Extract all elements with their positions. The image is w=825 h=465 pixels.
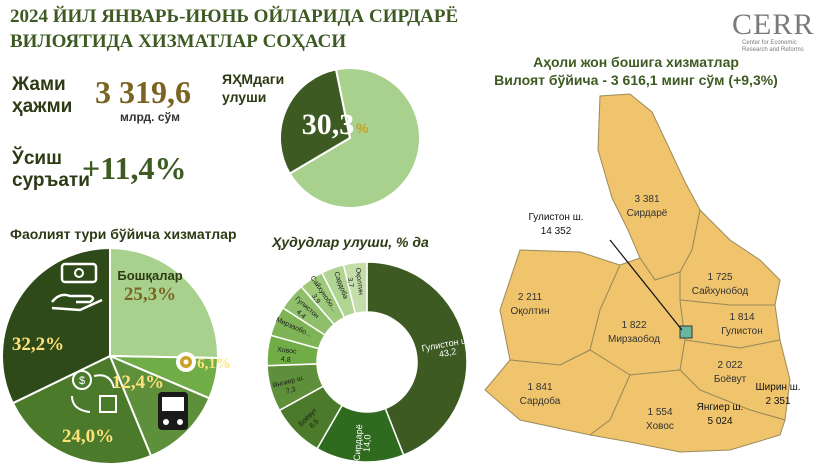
activity-slice-label: 32,2% (12, 334, 64, 355)
grp-share-pie: 30,3 % (279, 67, 421, 209)
map-region-value: 3 381 (634, 194, 659, 205)
map-region-khovos (588, 369, 786, 453)
district-donut-value: 43,2 (438, 346, 457, 359)
cerr-logo-subtitle: Center for Economic Research and Reforms (742, 40, 804, 53)
activity-slice-label: 24,0% (62, 426, 114, 447)
growth-rate-value: +11,4% (82, 150, 187, 186)
district-donut-slice (366, 261, 468, 457)
map-region-value: 1 822 (621, 320, 646, 331)
districts-donut: Гулистон ш.43,2Сирдарё14,0Боёвут8,5Янгие… (266, 261, 471, 463)
map-region-sirdaryo (597, 93, 701, 281)
map-region-name: Сайхунобод (692, 285, 749, 297)
growth-label-line2: суръати (12, 170, 90, 191)
district-donut-value: 3,7 (346, 277, 354, 288)
district-donut-value: 4,8 (280, 356, 291, 364)
map-callout-name: Янгиер ш. (697, 402, 744, 413)
map-region-value: 2 022 (717, 360, 742, 371)
gear-icon (176, 352, 196, 372)
grp-share-label: ЯҲМдаги улуши (222, 70, 284, 106)
map-region-value: 2 211 (518, 292, 543, 303)
map-callout-value: 14 352 (541, 226, 572, 237)
map-region-guliston (679, 299, 781, 349)
map-region-name: Ховос (646, 421, 674, 432)
total-label-line1: Жами (12, 74, 66, 95)
map-region-name: Сирдарё (627, 208, 668, 219)
district-donut-slice (342, 261, 368, 315)
total-volume-unit: млрд. сўм (120, 110, 181, 124)
map-region-value: 1 554 (647, 407, 672, 418)
growth-label-line1: Ўсиш (12, 148, 62, 169)
activity-pie-slice (1, 246, 111, 405)
map-callout-name: Гулистон ш. (528, 212, 583, 223)
grp-share-value-label: 30,3 (302, 108, 355, 141)
region-map: 3 381 Сирдарё 1 725 Сайхунобод 2 211 Оқолтин 1… (484, 93, 801, 453)
district-donut-label: Сирдарё (352, 424, 365, 461)
activity-pie: 25,3% 6,1% 12,4% 24,0% 32,2% Бошқалар $ (1, 246, 231, 465)
grp-label-line1: ЯҲМдаги (222, 71, 285, 87)
guliston-callout-arrow (609, 239, 683, 331)
map-title-line1: Аҳоли жон бошига хизматлар (533, 54, 739, 70)
district-donut-value: 3,9 (310, 293, 321, 305)
total-label-line2: ҳажми (12, 96, 73, 117)
map-city-guliston (679, 325, 693, 339)
district-donut-value: 4,4 (295, 309, 307, 321)
map-region-name: Сардоба (520, 395, 561, 407)
activity-category-label: Бошқалар (117, 268, 182, 283)
map-region-value: 1 814 (729, 312, 754, 323)
title-line-1: 2024 ЙИЛ ЯНВАРЬ-ИЮНЬ ОЙЛАРИДА СИРДАРЁ (10, 6, 459, 27)
cerr-logo: CERR (732, 8, 815, 41)
total-volume-label: Жами ҳажми (12, 74, 72, 118)
page-title: 2024 ЙИЛ ЯНВАРЬ-ИЮНЬ ОЙЛАРИДА СИРДАРЁ ВИ… (10, 4, 458, 54)
district-donut-label: Оқолтин (354, 267, 364, 295)
activity-slice-label: 25,3% (124, 284, 176, 305)
district-donut-value: 7,3 (285, 386, 296, 395)
map-title-line2: Вилоят бўйича - 3 616,1 минг сўм (+9,3%) (494, 72, 778, 88)
map-callout-value: 2 351 (765, 396, 790, 407)
district-donut-value: 14,0 (361, 434, 372, 452)
map-shape (484, 93, 791, 453)
map-region-name: Боёвут (714, 374, 747, 385)
map-region-value: 1 725 (707, 272, 732, 283)
exchange-icon: $ (71, 370, 117, 413)
map-region-name: Оқолтин (510, 306, 549, 317)
districts-section-title: Ҳудудлар улуши, % да (272, 234, 429, 250)
total-volume-value: 3 319,6 (95, 74, 191, 110)
map-region-name: Гулистон (721, 326, 763, 337)
growth-rate-label: Ўсиш суръати (12, 148, 90, 192)
title-line-2: ВИЛОЯТИДА ХИЗМАТЛАР СОҲАСИ (10, 31, 347, 52)
map-callout-name: Ширин ш. (756, 382, 801, 393)
map-region-name: Мирзаобод (608, 333, 660, 345)
grp-share-pct-label: % (356, 120, 369, 136)
district-donut-value: 8,5 (309, 418, 321, 430)
district-donut-label: Ховос (277, 346, 298, 355)
svg-text:$: $ (79, 375, 85, 387)
grp-label-line2: улуши (222, 89, 267, 105)
map-callout-value: 5 024 (707, 416, 732, 427)
money-hand-icon (51, 262, 103, 312)
grp-pie-slice (288, 67, 421, 209)
activity-slice-label: 6,1% (197, 356, 231, 372)
map-region-value: 1 841 (527, 382, 552, 393)
activity-pie-slice (109, 246, 219, 360)
bus-icon (158, 392, 188, 430)
activity-section-title: Фаолият тури бўйича хизматлар (10, 226, 237, 242)
activity-slice-label: 12,4% (112, 372, 164, 393)
